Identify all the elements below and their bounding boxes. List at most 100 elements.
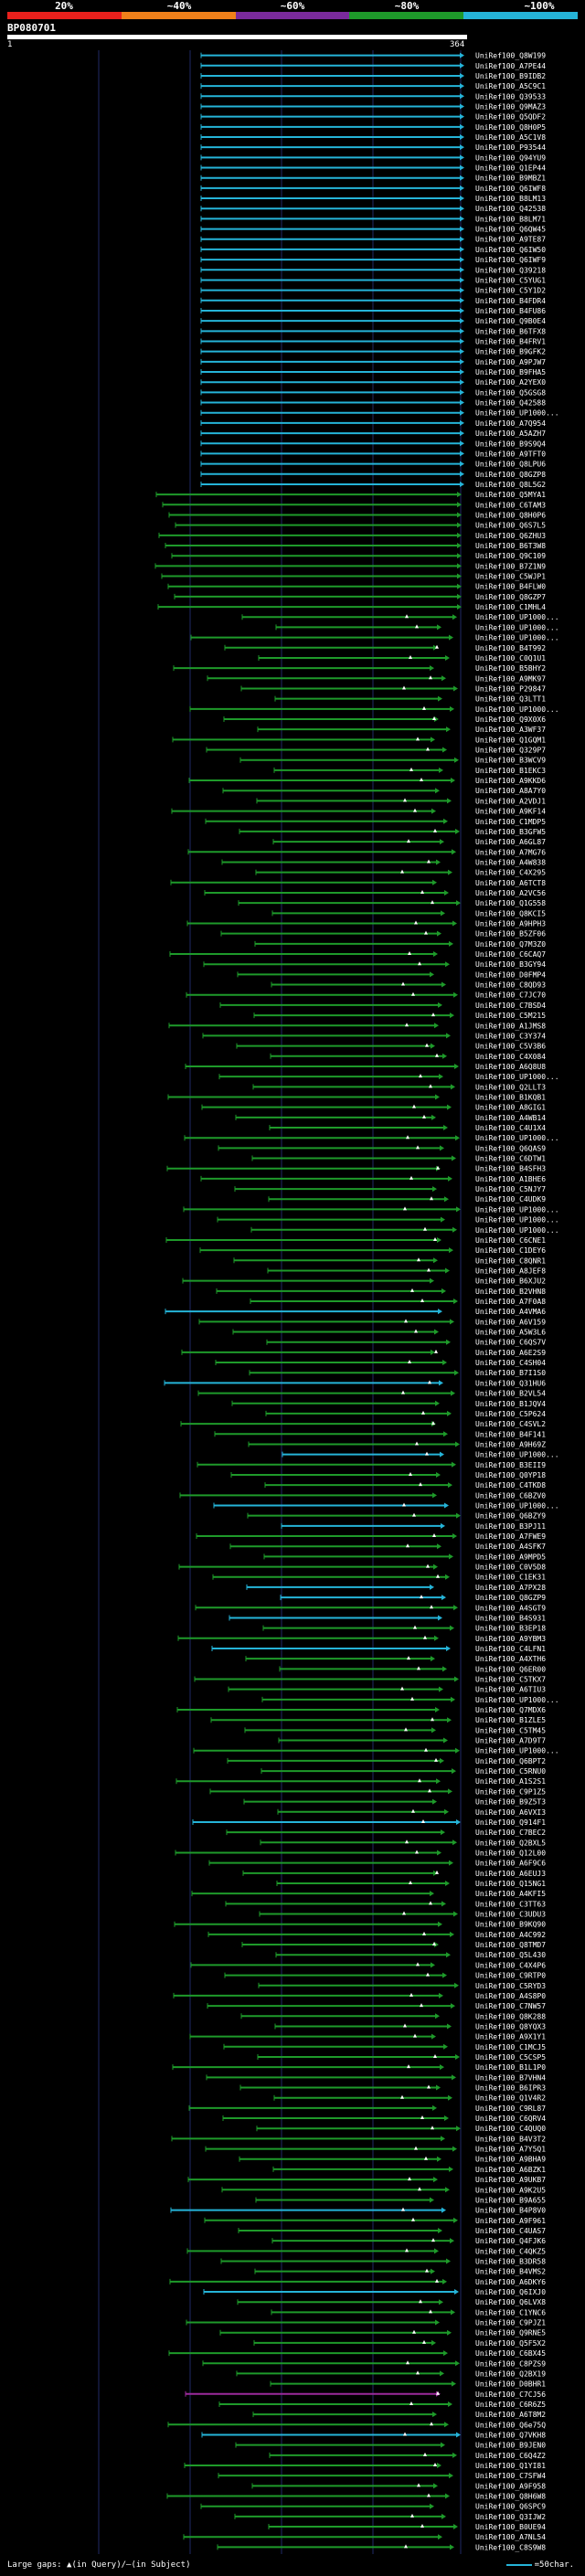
- hit-label[interactable]: UniRef100_Q8H0P6: [475, 511, 546, 519]
- hit-label[interactable]: UniRef100_B4FRV1: [475, 338, 546, 346]
- hit-label[interactable]: UniRef100_B5BHY2: [475, 664, 546, 673]
- hit-label[interactable]: UniRef100_B3GFW5: [475, 828, 546, 836]
- hit-label[interactable]: UniRef100_C6TAM3: [475, 501, 546, 509]
- hit-label[interactable]: UniRef100_B3PJ11: [475, 1522, 546, 1531]
- hit-label[interactable]: UniRef100_Q5F5X2: [475, 2339, 546, 2348]
- hit-label[interactable]: UniRef100_C5NJY7: [475, 1185, 546, 1193]
- hit-label[interactable]: UniRef100_B6TFX8: [475, 327, 546, 335]
- hit-label[interactable]: UniRef100_B4F141: [475, 1430, 546, 1438]
- hit-label[interactable]: UniRef100_Q2LLT3: [475, 1083, 546, 1091]
- hit-label[interactable]: UniRef100_Q6BPT2: [475, 1757, 546, 1765]
- hit-label[interactable]: UniRef100_C3TT63: [475, 1900, 546, 1908]
- hit-label[interactable]: UniRef100_A4W838: [475, 858, 546, 866]
- hit-label[interactable]: UniRef100_P93544: [475, 143, 546, 152]
- hit-label[interactable]: UniRef100_UP1000...: [475, 1502, 559, 1511]
- hit-label[interactable]: UniRef100_B9Z5T3: [475, 1798, 546, 1807]
- hit-label[interactable]: UniRef100_Q7VKH8: [475, 2431, 546, 2439]
- hit-label[interactable]: UniRef100_Q8GZP8: [475, 471, 546, 479]
- hit-label[interactable]: UniRef100_A6GL87: [475, 838, 546, 846]
- hit-label[interactable]: UniRef100_B9A655: [475, 2196, 546, 2204]
- hit-label[interactable]: UniRef100_C5RYD3: [475, 1982, 546, 1990]
- hit-label[interactable]: UniRef100_B4V3T2: [475, 2135, 546, 2143]
- hit-label[interactable]: UniRef100_Q6BZY9: [475, 1512, 546, 1521]
- hit-label[interactable]: UniRef100_B6XJU2: [475, 1277, 546, 1286]
- hit-label[interactable]: UniRef100_C6CAQ7: [475, 950, 546, 959]
- hit-label[interactable]: UniRef100_B1ZLE5: [475, 1716, 546, 1724]
- hit-label[interactable]: UniRef100_C5RNU0: [475, 1767, 546, 1776]
- hit-label[interactable]: UniRef100_A7MG76: [475, 848, 546, 856]
- hit-label[interactable]: UniRef100_A9BHA9: [475, 2156, 546, 2164]
- hit-label[interactable]: UniRef100_C1MDP5: [475, 818, 546, 826]
- hit-label[interactable]: UniRef100_A6E2S9: [475, 1349, 546, 1357]
- hit-label[interactable]: UniRef100_Q8KCI5: [475, 909, 546, 917]
- hit-label[interactable]: UniRef100_P29847: [475, 684, 546, 693]
- hit-label[interactable]: UniRef100_Q9RNE5: [475, 2329, 546, 2337]
- hit-label[interactable]: UniRef100_C9P1Z5: [475, 1787, 546, 1796]
- hit-label[interactable]: UniRef100_A9MK97: [475, 674, 546, 683]
- hit-label[interactable]: UniRef100_C5TM45: [475, 1726, 546, 1734]
- hit-label[interactable]: UniRef100_A7PX28: [475, 1584, 546, 1592]
- hit-label[interactable]: UniRef100_C7BEC2: [475, 1829, 546, 1837]
- hit-label[interactable]: UniRef100_B7Z1N9: [475, 562, 546, 570]
- hit-label[interactable]: UniRef100_A9YBM3: [475, 1635, 546, 1643]
- hit-label[interactable]: UniRef100_Q9X0X6: [475, 716, 546, 724]
- hit-label[interactable]: UniRef100_C1MHL4: [475, 603, 546, 611]
- hit-label[interactable]: UniRef100_Q6ER00: [475, 1665, 546, 1673]
- hit-label[interactable]: UniRef100_A9X1Y1: [475, 2033, 546, 2041]
- hit-label[interactable]: UniRef100_Q6IXJ0: [475, 2288, 546, 2296]
- hit-label[interactable]: UniRef100_A5AZH7: [475, 429, 546, 438]
- hit-label[interactable]: UniRef100_C4SVL2: [475, 1420, 546, 1428]
- hit-label[interactable]: UniRef100_Q5QDF2: [475, 113, 546, 122]
- hit-label[interactable]: UniRef100_Q3LTT1: [475, 695, 546, 704]
- hit-label[interactable]: UniRef100_A9KKD6: [475, 777, 546, 785]
- hit-label[interactable]: UniRef100_A4WB14: [475, 1114, 546, 1122]
- hit-label[interactable]: UniRef100_A9PJW7: [475, 358, 546, 366]
- hit-label[interactable]: UniRef100_C8QNR1: [475, 1256, 546, 1265]
- hit-label[interactable]: UniRef100_Q9C109: [475, 552, 546, 560]
- hit-label[interactable]: UniRef100_C0V5D8: [475, 1564, 546, 1572]
- hit-label[interactable]: UniRef100_Q8LPU6: [475, 461, 546, 469]
- hit-label[interactable]: UniRef100_C5P624: [475, 1410, 546, 1418]
- hit-label[interactable]: UniRef100_B4SFH3: [475, 1165, 546, 1173]
- hit-label[interactable]: UniRef100_C1DEY6: [475, 1246, 546, 1255]
- hit-label[interactable]: UniRef100_A2YEX0: [475, 378, 546, 387]
- hit-label[interactable]: UniRef100_A8A7Y0: [475, 787, 546, 795]
- hit-label[interactable]: UniRef100_A7Q954: [475, 419, 546, 428]
- hit-label[interactable]: UniRef100_Q5MYA1: [475, 491, 546, 499]
- hit-label[interactable]: UniRef100_B9KQ90: [475, 1921, 546, 1929]
- hit-label[interactable]: UniRef100_D0BHR1: [475, 2380, 546, 2389]
- hit-label[interactable]: UniRef100_B7I1S0: [475, 1369, 546, 1377]
- hit-label[interactable]: UniRef100_Q31HU6: [475, 1379, 546, 1387]
- hit-label[interactable]: UniRef100_B4S931: [475, 1614, 546, 1622]
- hit-label[interactable]: UniRef100_Q9B0E4: [475, 317, 546, 325]
- hit-label[interactable]: UniRef100_UP1000...: [475, 1226, 559, 1235]
- hit-label[interactable]: UniRef100_UP1000...: [475, 1205, 559, 1214]
- hit-label[interactable]: UniRef100_B1EKC3: [475, 767, 546, 775]
- hit-label[interactable]: UniRef100_C6BX45: [475, 2349, 546, 2358]
- hit-label[interactable]: UniRef100_Q94YU9: [475, 154, 546, 162]
- hit-label[interactable]: UniRef100_A9MPD5: [475, 1553, 546, 1561]
- hit-label[interactable]: UniRef100_A6VXI3: [475, 1808, 546, 1817]
- hit-label[interactable]: UniRef100_Q39218: [475, 266, 546, 274]
- hit-label[interactable]: UniRef100_B3EP18: [475, 1625, 546, 1633]
- hit-label[interactable]: UniRef100_A6Q8U8: [475, 1063, 546, 1071]
- hit-label[interactable]: UniRef100_A6TCT8: [475, 879, 546, 887]
- hit-label[interactable]: UniRef100_Q8W199: [475, 52, 546, 60]
- hit-label[interactable]: UniRef100_B4FU86: [475, 307, 546, 315]
- hit-label[interactable]: UniRef100_C5Y1D2: [475, 287, 546, 295]
- hit-label[interactable]: UniRef100_C5V3B6: [475, 1043, 546, 1051]
- hit-label[interactable]: UniRef100_C4X084: [475, 1053, 546, 1061]
- hit-label[interactable]: UniRef100_A1JMS8: [475, 1022, 546, 1030]
- hit-label[interactable]: UniRef100_A8GIG1: [475, 1104, 546, 1112]
- hit-label[interactable]: UniRef100_C4QUQ0: [475, 2125, 546, 2133]
- hit-label[interactable]: UniRef100_B3WCV9: [475, 757, 546, 765]
- hit-label[interactable]: UniRef100_Q8H6W8: [475, 2493, 546, 2501]
- hit-label[interactable]: UniRef100_A7D9T7: [475, 1737, 546, 1745]
- hit-label[interactable]: UniRef100_A6BZK1: [475, 2166, 546, 2174]
- hit-label[interactable]: UniRef100_B1KQB1: [475, 1093, 546, 1101]
- hit-label[interactable]: UniRef100_C4LFN1: [475, 1645, 546, 1653]
- hit-label[interactable]: UniRef100_C8PZS9: [475, 2359, 546, 2368]
- hit-label[interactable]: UniRef100_C4X295: [475, 869, 546, 877]
- hit-label[interactable]: UniRef100_B5ZF06: [475, 930, 546, 938]
- hit-label[interactable]: UniRef100_A7Y5Q1: [475, 2146, 546, 2154]
